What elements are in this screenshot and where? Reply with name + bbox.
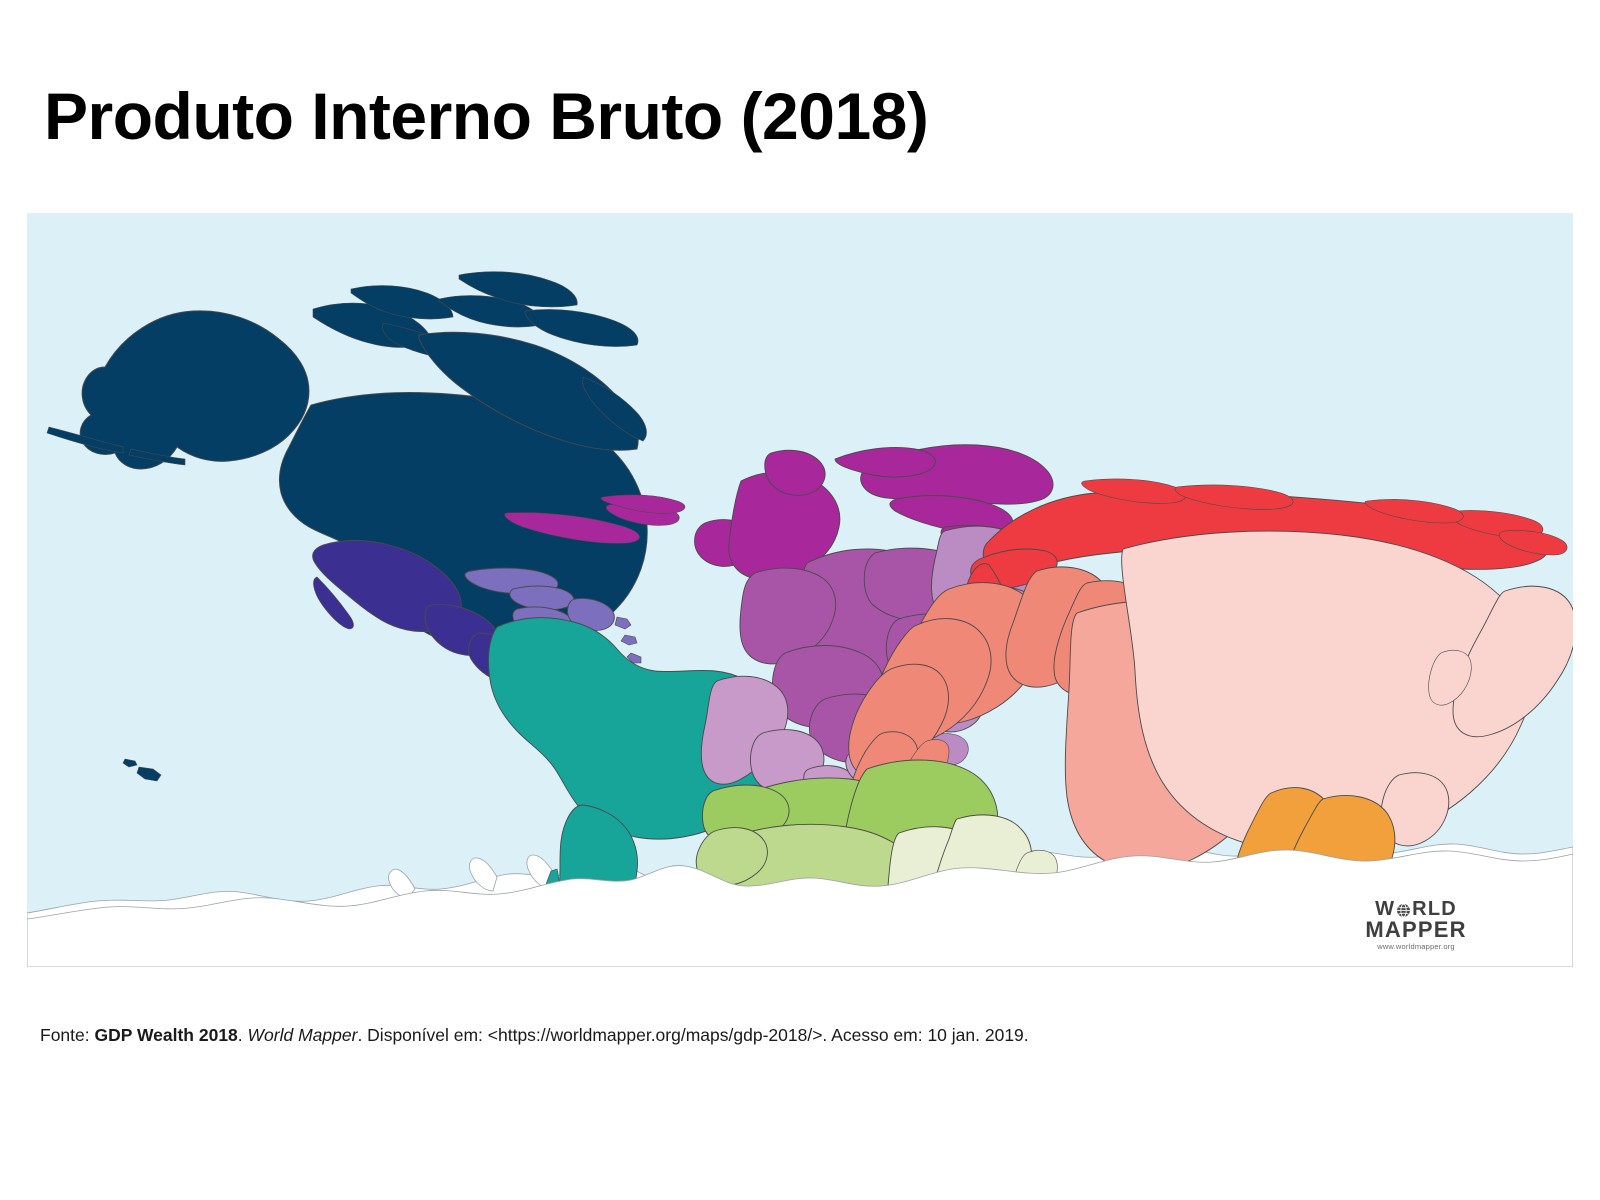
antarctica-overlay [27, 849, 1573, 967]
gdp-cartogram-map: W RLD MAPPER www.worldmapper.org [27, 213, 1573, 967]
logo-w-letter: W [1375, 897, 1396, 920]
cartogram-svg [27, 213, 1573, 967]
page-title: Produto Interno Bruto (2018) [44, 79, 929, 153]
caption-publisher: World Mapper [247, 1025, 358, 1045]
logo-line-2: MAPPER [1365, 917, 1467, 943]
logo-url: www.worldmapper.org [1377, 942, 1455, 951]
logo-line-1: W RLD [1351, 897, 1481, 920]
caption-work-title: GDP Wealth 2018 [94, 1025, 238, 1045]
caption-prefix: Fonte: [40, 1025, 95, 1045]
logo-rld-letters: RLD [1412, 897, 1457, 920]
caption-separator-1: . [237, 1025, 248, 1045]
caption-url-access: . Disponível em: <https://worldmapper.or… [357, 1025, 1029, 1045]
worldmapper-logo: W RLD MAPPER www.worldmapper.org [1351, 897, 1481, 951]
region-central-america [313, 541, 541, 702]
globe-icon [1396, 903, 1411, 918]
source-caption: Fonte: GDP Wealth 2018. World Mapper. Di… [40, 1024, 1029, 1048]
